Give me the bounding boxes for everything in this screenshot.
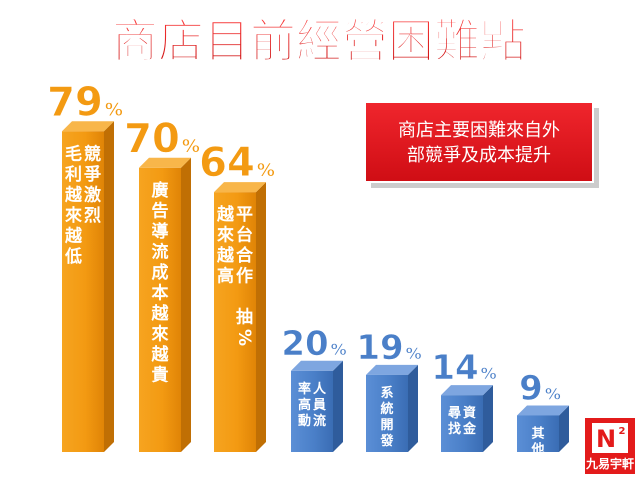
category-label-char: 高	[217, 266, 234, 287]
category-label-char: 競	[84, 143, 101, 164]
bar-front	[517, 415, 559, 452]
category-label-char: 告	[152, 200, 169, 221]
category-label-char: 其	[531, 425, 544, 441]
category-label-char: 統	[380, 401, 393, 417]
logo-superscript: 2	[619, 426, 626, 437]
category-label-char: 流	[313, 413, 326, 429]
category-label-char: 抽	[236, 307, 253, 328]
bar-top	[366, 364, 418, 375]
bar-side	[408, 364, 418, 452]
category-label-char: 資	[463, 405, 476, 421]
bar-side	[559, 405, 569, 452]
category-label-char: 來	[217, 226, 234, 246]
category-label-char: 系	[380, 385, 393, 401]
category-label-char: 開	[380, 418, 393, 433]
value-label: 79%	[47, 79, 123, 125]
category-label-char: 率	[298, 381, 311, 397]
bar-front	[291, 370, 333, 452]
category-label-char: 合	[236, 245, 254, 266]
category-label-char: 本	[152, 282, 169, 303]
bar-front	[441, 395, 483, 452]
category-label-char: 貴	[152, 364, 169, 385]
bar-side	[181, 157, 191, 453]
category-label-char: 人	[313, 381, 327, 397]
value-label: 14%	[431, 348, 496, 388]
callout-line-2: 部競爭及成本提升	[407, 145, 551, 166]
category-label-char: 金	[462, 421, 477, 437]
category-label-char: 廣	[152, 180, 169, 201]
logo-mark: N	[596, 425, 616, 453]
category-label-char: 毛	[65, 143, 82, 164]
category-label-char: 找	[448, 421, 461, 437]
bar-front	[366, 374, 408, 452]
category-label-char: 爭	[84, 164, 101, 185]
chart-title: 商店目前經營困難點	[112, 14, 526, 68]
bar-top	[441, 385, 493, 396]
category-label-char: %	[234, 329, 254, 346]
category-label-char: 發	[379, 433, 393, 449]
logo-text: 九易宇軒	[585, 456, 634, 471]
category-label-char: 越	[216, 204, 235, 225]
category-label-char: 越	[151, 303, 170, 324]
category-label-char: 越	[216, 245, 235, 266]
bar-front	[139, 167, 181, 453]
bar-top	[62, 121, 114, 132]
category-label-char: 越	[64, 184, 83, 205]
category-label-char: 台	[236, 225, 253, 246]
callout-line-1: 商店主要困難來自外	[398, 120, 560, 141]
category-label-char: 來	[65, 206, 82, 226]
bar-top	[517, 405, 569, 416]
category-label-char: 來	[152, 324, 169, 344]
category-label-char: 高	[298, 397, 311, 413]
category-label-char: 成	[152, 262, 169, 283]
brand-logo: N 2 九易宇軒	[585, 418, 635, 474]
category-label-char: 越	[151, 344, 170, 365]
bar-top	[291, 360, 343, 371]
value-label: 70%	[124, 116, 200, 162]
category-label-char: 動	[298, 413, 311, 429]
category-label-char: 導	[152, 221, 169, 242]
category-label-char: 員	[312, 398, 326, 413]
bar-top	[214, 182, 266, 193]
bar-7: 9 % 其他	[517, 368, 569, 457]
category-label-char: 低	[64, 246, 82, 267]
value-label: 20%	[281, 324, 346, 364]
category-label-char: 他	[530, 441, 544, 457]
category-label-char: 激	[84, 184, 101, 205]
category-label-char: 利	[65, 164, 82, 185]
bar-top	[139, 157, 191, 168]
bar-front	[62, 131, 104, 452]
value-label: 64%	[199, 140, 275, 186]
category-label-char: 流	[152, 241, 169, 262]
value-label: 19%	[356, 328, 421, 368]
category-label-char: 作	[236, 266, 253, 287]
bar-side	[256, 182, 266, 452]
bar-side	[333, 360, 343, 452]
bar-front	[214, 192, 256, 452]
callout-box: 商店主要困難來自外 部競爭及成本提升	[364, 101, 599, 188]
category-label-char: 尋	[448, 406, 461, 421]
category-label-char: 越	[64, 225, 83, 246]
bar-side	[104, 121, 114, 452]
category-label-char: 平	[236, 205, 253, 225]
bar-side	[483, 385, 493, 452]
value-label: 9%	[519, 368, 561, 408]
category-label-char: 烈	[84, 206, 101, 226]
